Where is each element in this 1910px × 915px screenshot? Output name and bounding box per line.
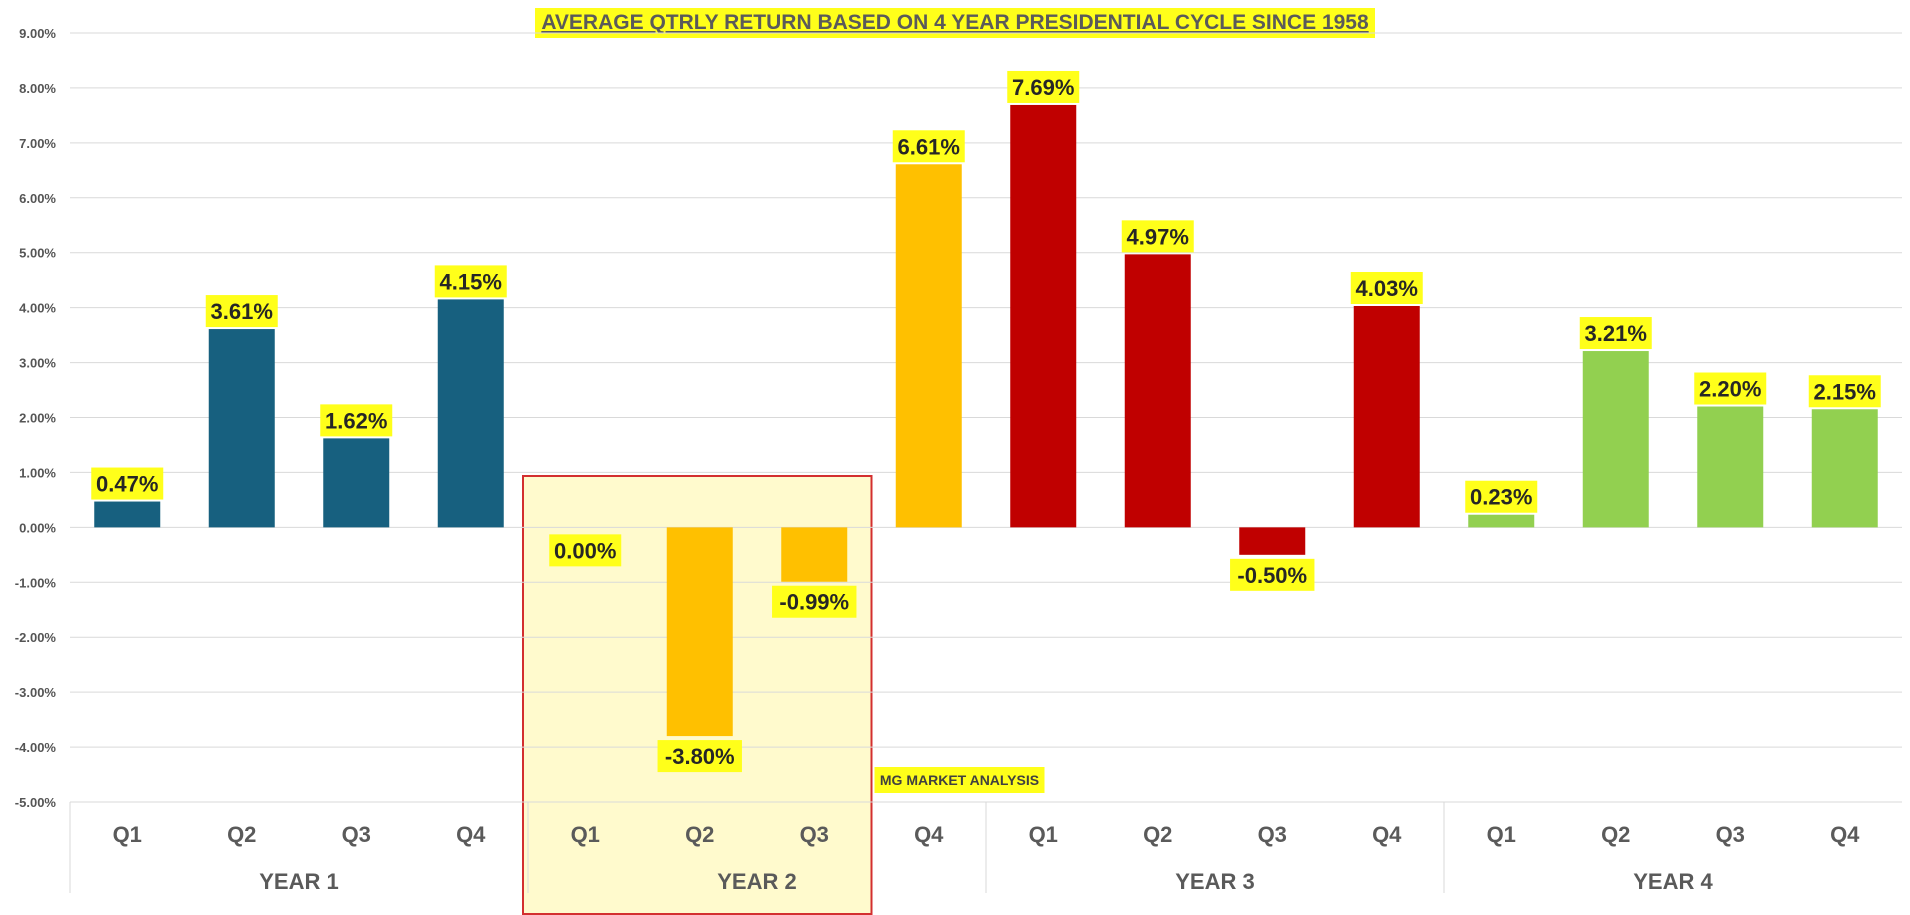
data-label: 7.69% xyxy=(1012,75,1074,100)
x-tick-label: Q3 xyxy=(1258,822,1287,847)
bar xyxy=(895,164,962,528)
bar xyxy=(1010,104,1077,528)
bar xyxy=(1468,514,1535,528)
data-label-bg xyxy=(320,404,393,437)
x-tick-label: Q1 xyxy=(113,822,142,847)
data-label-bg xyxy=(1694,372,1767,405)
year-label: YEAR 2 xyxy=(717,869,796,894)
data-label: -0.50% xyxy=(1237,563,1307,588)
data-label: 1.62% xyxy=(325,408,387,433)
x-tick-label: Q2 xyxy=(1601,822,1630,847)
data-label-bg xyxy=(91,467,164,500)
y-tick-label: 9.00% xyxy=(19,26,56,41)
y-tick-label: 7.00% xyxy=(19,136,56,151)
bar xyxy=(1124,254,1191,528)
watermark: MG MARKET ANALYSIS xyxy=(880,772,1039,788)
data-label-bg xyxy=(1579,317,1652,350)
y-tick-label: 4.00% xyxy=(19,301,56,316)
bar xyxy=(1582,351,1649,528)
bar xyxy=(1697,406,1764,528)
data-label-bg xyxy=(657,740,742,773)
data-label-bg xyxy=(772,585,857,618)
bar xyxy=(781,527,848,582)
data-label-bg xyxy=(892,130,965,163)
bar xyxy=(208,329,275,528)
y-tick-label: -2.00% xyxy=(15,630,57,645)
data-label: 4.97% xyxy=(1127,224,1189,249)
bar xyxy=(94,501,161,528)
y-tick-label: 8.00% xyxy=(19,81,56,96)
data-label: 0.00% xyxy=(554,538,616,563)
data-label-bg xyxy=(1465,480,1538,513)
x-tick-label: Q4 xyxy=(914,822,944,847)
x-tick-label: Q1 xyxy=(1487,822,1516,847)
bar xyxy=(1811,409,1878,528)
year-label: YEAR 4 xyxy=(1633,869,1713,894)
y-tick-label: 0.00% xyxy=(19,520,56,535)
data-label-bg xyxy=(1230,558,1315,591)
data-label: -3.80% xyxy=(665,744,735,769)
year-label: YEAR 3 xyxy=(1175,869,1254,894)
x-tick-label: Q4 xyxy=(456,822,486,847)
data-label: 6.61% xyxy=(898,134,960,159)
bar xyxy=(1353,305,1420,528)
data-label: 2.15% xyxy=(1814,379,1876,404)
data-label: -0.99% xyxy=(779,590,849,615)
data-label: 2.20% xyxy=(1699,377,1761,402)
year-label: YEAR 1 xyxy=(259,869,338,894)
y-tick-label: 3.00% xyxy=(19,356,56,371)
x-tick-label: Q3 xyxy=(800,822,829,847)
y-tick-label: -1.00% xyxy=(15,575,57,590)
data-label-bg xyxy=(549,534,622,567)
data-label-bg xyxy=(205,295,278,328)
y-tick-label: 5.00% xyxy=(19,246,56,261)
data-label-bg xyxy=(1350,271,1423,304)
data-label: 3.21% xyxy=(1585,321,1647,346)
watermark-bg xyxy=(874,767,1045,793)
data-label: 0.47% xyxy=(96,472,158,497)
bar xyxy=(323,438,390,528)
data-label-bg xyxy=(1007,70,1080,103)
x-tick-label: Q2 xyxy=(227,822,256,847)
y-tick-label: -5.00% xyxy=(15,795,57,810)
bar xyxy=(437,299,504,528)
y-tick-label: -3.00% xyxy=(15,685,57,700)
x-tick-label: Q4 xyxy=(1830,822,1860,847)
y-tick-label: -4.00% xyxy=(15,740,57,755)
data-label: 3.61% xyxy=(211,299,273,324)
y-tick-label: 6.00% xyxy=(19,191,56,206)
data-label-bg xyxy=(434,265,507,298)
data-label: 4.03% xyxy=(1356,276,1418,301)
x-tick-label: Q1 xyxy=(1029,822,1058,847)
x-tick-label: Q2 xyxy=(685,822,714,847)
x-tick-label: Q3 xyxy=(1716,822,1745,847)
data-label: 0.23% xyxy=(1470,485,1532,510)
data-label-bg xyxy=(1808,375,1881,408)
y-tick-label: 1.00% xyxy=(19,465,56,480)
data-label-bg xyxy=(1121,220,1194,253)
y-tick-label: 2.00% xyxy=(19,411,56,426)
x-tick-label: Q3 xyxy=(342,822,371,847)
data-label: 4.15% xyxy=(440,269,502,294)
bar xyxy=(666,527,733,737)
x-tick-label: Q4 xyxy=(1372,822,1402,847)
x-tick-label: Q1 xyxy=(571,822,600,847)
x-tick-label: Q2 xyxy=(1143,822,1172,847)
bar xyxy=(1239,527,1306,555)
